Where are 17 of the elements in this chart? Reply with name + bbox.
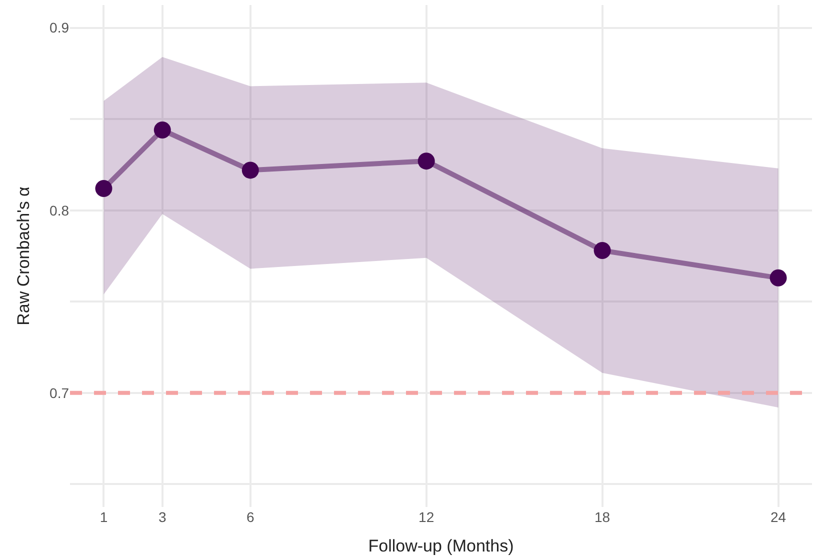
x-tick-label: 18 (594, 509, 610, 525)
y-tick-label: 0.8 (50, 202, 70, 218)
point (242, 162, 259, 179)
y-tick-label: 0.9 (50, 20, 70, 36)
x-tick-label: 6 (246, 509, 254, 525)
x-tick-label: 12 (418, 509, 434, 525)
point (594, 242, 611, 260)
x-tick-label: 1 (100, 509, 108, 525)
y-tick-label: 0.7 (50, 384, 70, 401)
x-tick-label: 3 (158, 509, 166, 525)
point (770, 269, 787, 286)
x-tick-label: 24 (770, 509, 786, 525)
y-axis-title: Raw Cronbach's α (14, 186, 34, 326)
point (418, 152, 435, 170)
point (154, 122, 171, 139)
x-axis-title: Follow-up (Months) (368, 536, 514, 556)
point (95, 180, 112, 197)
